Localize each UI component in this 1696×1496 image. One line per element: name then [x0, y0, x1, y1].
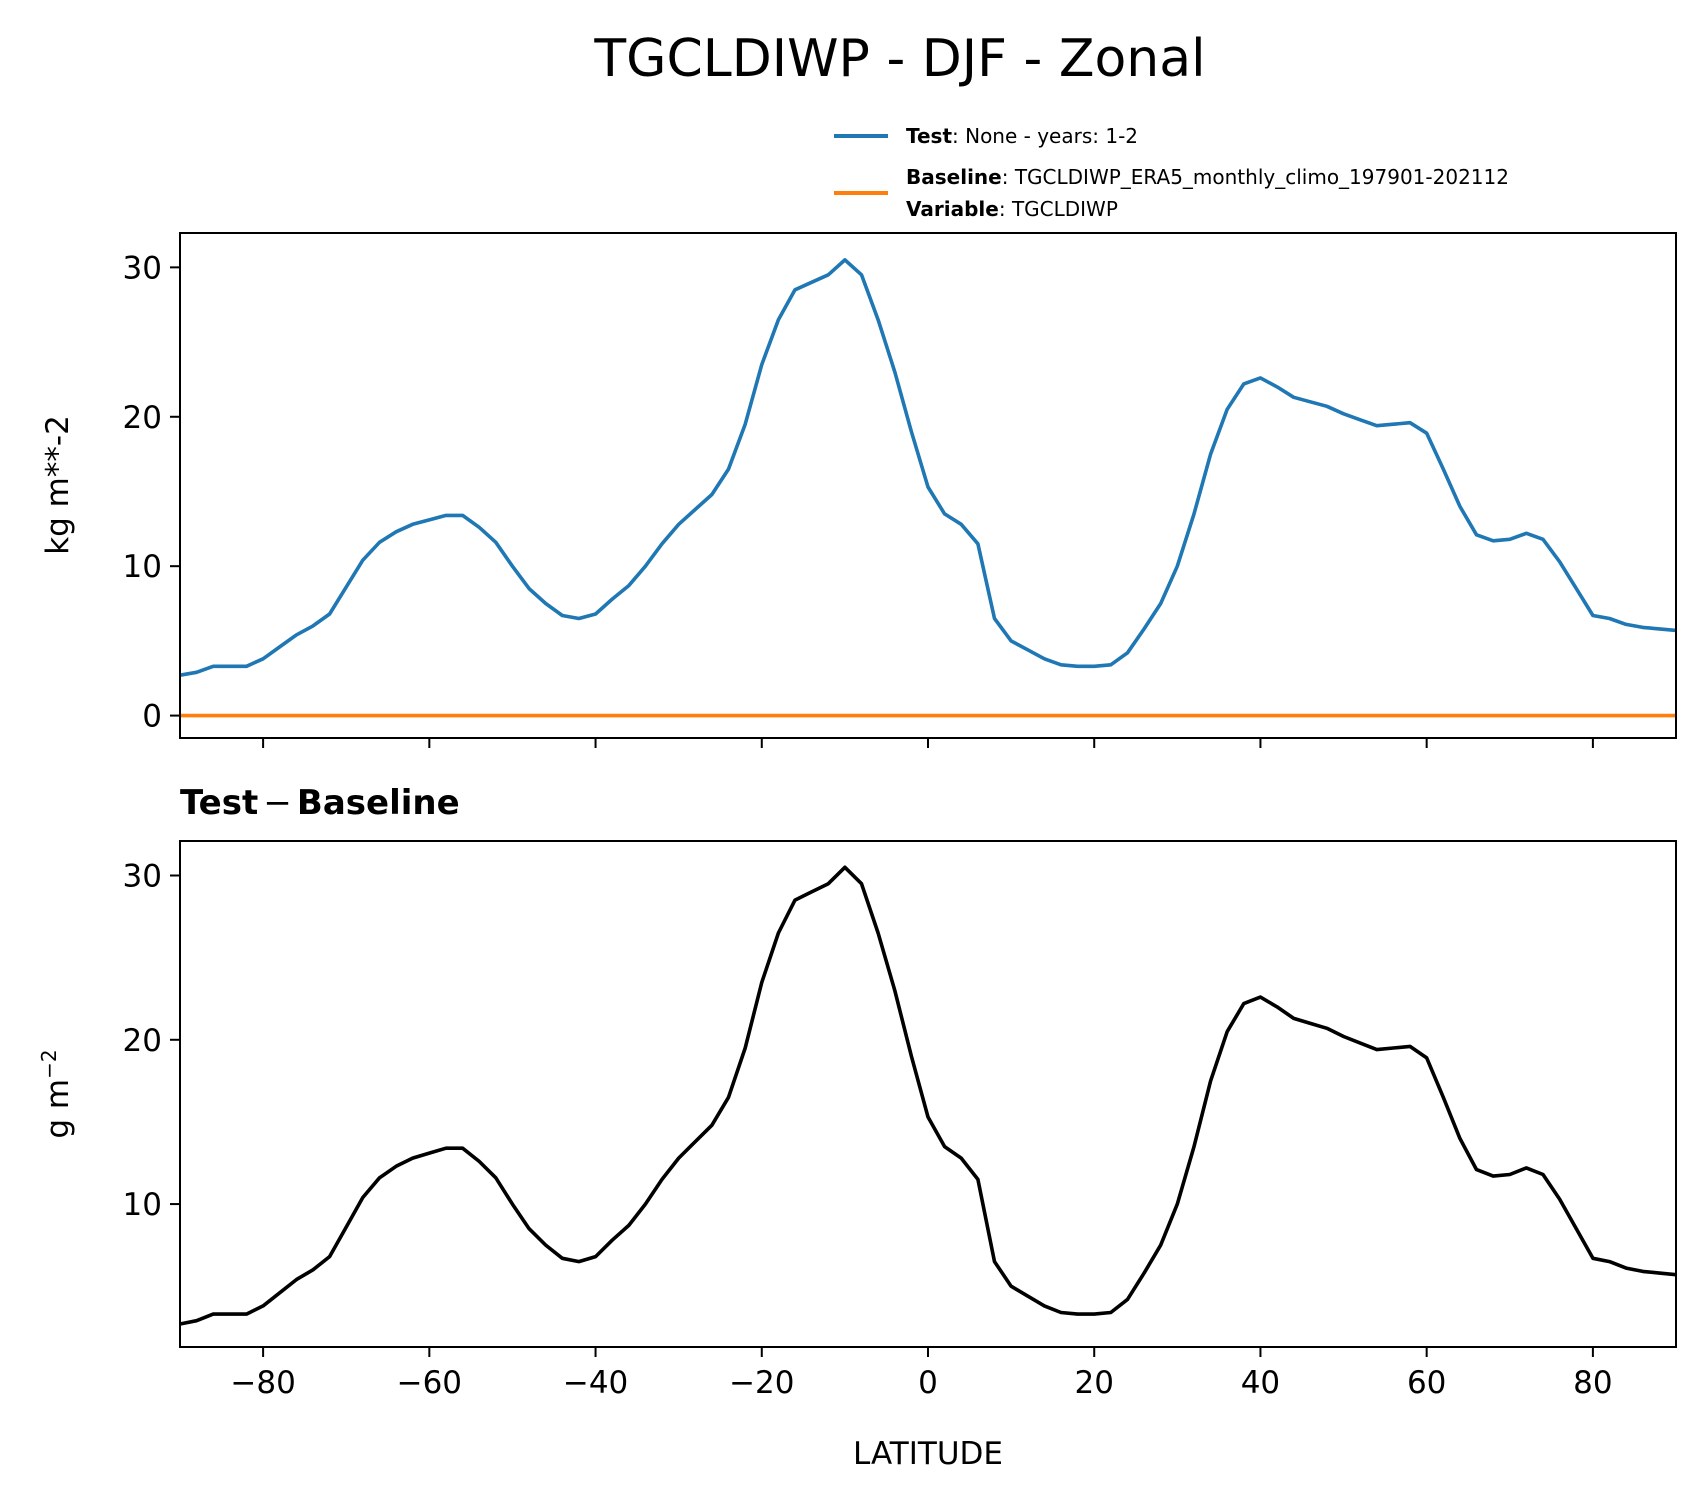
bottom-xtick-label: −20	[729, 1365, 794, 1401]
legend-variable-desc: : TGCLDIWP	[999, 197, 1118, 221]
top-series-group	[179, 258, 1677, 718]
bottom-title-test: Test	[180, 783, 258, 823]
legend-baseline-desc: : TGCLDIWP_ERA5_monthly_climo_197901-202…	[1002, 165, 1509, 189]
bottom-ytick-label: 10	[123, 1187, 162, 1223]
bottom-xtick-label: 80	[1573, 1365, 1612, 1401]
legend: Test: None - years: 1-2 Baseline: TGCLDI…	[834, 124, 1509, 221]
bottom-xtick-label: −40	[563, 1365, 628, 1401]
legend-baseline-entry: Baseline: TGCLDIWP_ERA5_monthly_climo_19…	[906, 165, 1509, 189]
bottom-xtick-label: 20	[1074, 1365, 1113, 1401]
legend-baseline-label: Baseline	[906, 165, 1002, 189]
bottom-xtick-label: −60	[397, 1365, 462, 1401]
top-ytick-label: 10	[123, 549, 162, 585]
top-ytick-label: 30	[123, 250, 162, 286]
bottom-ytick-label: 20	[123, 1023, 162, 1059]
bottom-xtick-label: −80	[230, 1365, 295, 1401]
bottom-yticks: 10 20 30	[123, 859, 180, 1223]
top-ytick-label: 0	[142, 699, 162, 735]
top-yticks: 0 10 20 30	[123, 250, 180, 735]
legend-test-label: Test	[906, 124, 952, 148]
top-panel: 0 10 20 30 kg m**-2	[40, 232, 1677, 748]
bottom-ylabel-exponent: −2	[37, 1049, 61, 1078]
legend-variable-entry: Variable: TGCLDIWP	[906, 197, 1118, 221]
bottom-ylabel-unit: g m	[40, 1079, 76, 1139]
bottom-xtick-label: 40	[1241, 1365, 1280, 1401]
legend-test-desc: : None - years: 1-2	[952, 124, 1138, 148]
legend-test-entry: Test: None - years: 1-2	[906, 124, 1138, 148]
legend-variable-label: Variable	[906, 197, 999, 221]
bottom-ylabel: g m−2	[37, 1049, 76, 1138]
bottom-xtick-label: 0	[918, 1365, 938, 1401]
top-xticks	[262, 738, 1594, 748]
bottom-xticks: −80 −60 −40 −20 0 20 40 60 80	[230, 1347, 1613, 1401]
bottom-series-group	[179, 865, 1677, 1326]
bottom-series-difference-line	[179, 865, 1677, 1326]
figure-title: TGCLDIWP - DJF - Zonal	[593, 29, 1205, 89]
top-series-test-line	[179, 258, 1677, 677]
top-ylabel: kg m**-2	[40, 415, 76, 555]
x-axis-label: LATITUDE	[853, 1436, 1003, 1472]
bottom-title-minus: −	[263, 783, 292, 823]
top-ytick-label: 20	[123, 400, 162, 436]
bottom-ytick-label: 30	[123, 859, 162, 895]
bottom-title-baseline: Baseline	[297, 783, 460, 823]
bottom-xtick-label: 60	[1407, 1365, 1446, 1401]
bottom-title: Test − Baseline	[180, 783, 460, 823]
bottom-axes-frame	[179, 840, 1677, 1348]
